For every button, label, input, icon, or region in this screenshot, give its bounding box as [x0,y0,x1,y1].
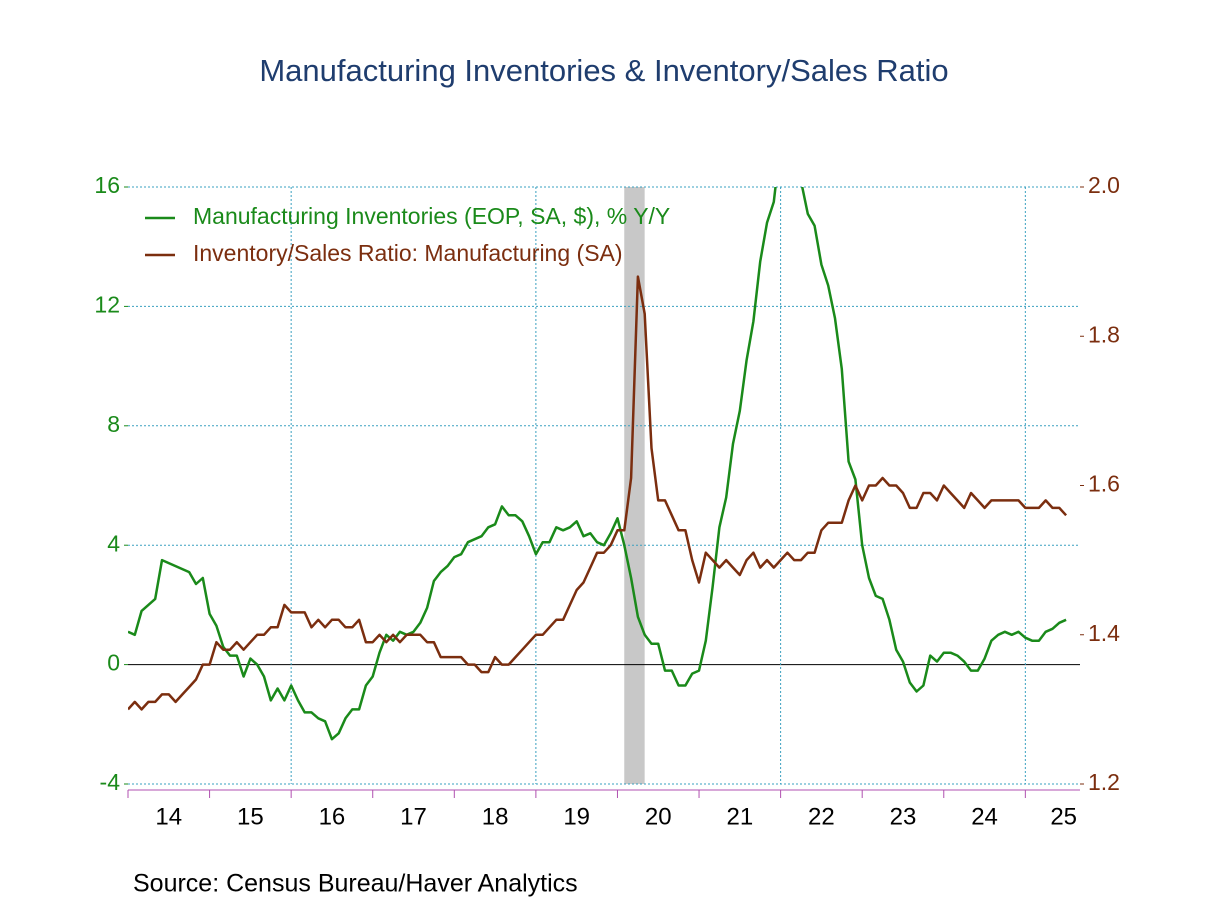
y2-tick-label: 1.6 [1088,471,1120,497]
y-tick-label: 12 [94,291,120,317]
x-tick-label: 18 [482,803,509,830]
y-tick-label: 4 [107,530,120,556]
x-tick-label: 22 [808,803,835,830]
series-line [128,187,1067,741]
x-tick-label: 14 [155,803,182,830]
y-tick-label: -4 [100,769,121,795]
x-tick-label: 15 [237,803,264,830]
y-tick-label: 16 [94,172,120,198]
source-note: Source: Census Bureau/Haver Analytics [133,870,578,898]
x-tick-label: 19 [563,803,590,830]
y-tick-label: 8 [107,411,120,437]
x-tick-label: 24 [971,803,998,830]
y2-tick-label: 1.8 [1088,321,1120,347]
x-tick-label: 17 [400,803,427,830]
y-tick-label: 0 [107,650,120,676]
y2-tick-label: 1.2 [1088,769,1120,795]
x-tick-label: 20 [645,803,672,830]
x-tick-label: 23 [890,803,917,830]
y2-tick-label: 1.4 [1088,620,1120,646]
legend-label: Manufacturing Inventories (EOP, SA, $), … [193,203,670,229]
chart-title: Manufacturing Inventories & Inventory/Sa… [259,53,948,88]
plot-area [128,187,1068,741]
x-tick-label: 25 [1050,803,1077,830]
x-tick-label: 21 [726,803,753,830]
recession-band [624,187,645,784]
legend-label: Inventory/Sales Ratio: Manufacturing (SA… [193,240,623,266]
series-line [128,275,1068,711]
y2-tick-label: 2.0 [1088,172,1120,198]
x-tick-label: 16 [319,803,346,830]
